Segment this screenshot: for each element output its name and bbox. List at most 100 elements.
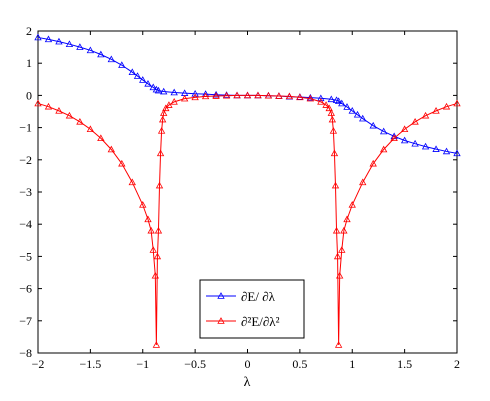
data-point bbox=[160, 87, 168, 95]
data-point bbox=[348, 201, 356, 208]
data-point bbox=[343, 103, 351, 110]
data-point bbox=[411, 117, 419, 125]
series-line bbox=[37, 94, 458, 345]
data-point bbox=[400, 136, 409, 144]
data-point bbox=[65, 111, 74, 119]
data-point bbox=[442, 147, 451, 155]
axis-ticks: −2 −1.5 −1 −0.5 0 0.5 1 1.5 2 −8 −7 −6 −5 −4 −3 −2 −1 0 1 2 bbox=[19, 24, 460, 371]
x-tick-label: 1 bbox=[349, 357, 355, 371]
data-point bbox=[336, 271, 344, 279]
data-point bbox=[165, 101, 173, 108]
data-point bbox=[353, 110, 362, 118]
legend-label: ∂E/ ∂λ bbox=[241, 289, 276, 304]
data-point bbox=[348, 107, 356, 114]
data-point bbox=[152, 341, 161, 348]
data-series bbox=[34, 33, 461, 348]
data-point bbox=[332, 226, 341, 234]
data-point bbox=[160, 109, 168, 116]
data-point bbox=[390, 134, 398, 142]
data-point bbox=[149, 83, 157, 91]
x-tick-label: −2 bbox=[32, 357, 45, 371]
data-point bbox=[222, 91, 231, 99]
data-point bbox=[144, 79, 152, 87]
y-tick-label: −7 bbox=[19, 314, 32, 328]
data-point bbox=[151, 271, 159, 279]
data-point bbox=[334, 341, 343, 348]
data-point bbox=[432, 145, 440, 152]
data-point bbox=[158, 115, 167, 123]
data-point bbox=[369, 159, 377, 167]
x-tick-label: 2 bbox=[454, 357, 460, 371]
data-point bbox=[180, 94, 189, 102]
y-tick-label: −4 bbox=[19, 217, 32, 231]
data-point bbox=[317, 94, 325, 102]
data-point bbox=[328, 115, 337, 123]
y-tick-label: −3 bbox=[19, 185, 32, 199]
data-point bbox=[359, 178, 367, 186]
data-point bbox=[147, 226, 155, 234]
data-point bbox=[306, 94, 315, 102]
y-tick-label: 2 bbox=[26, 24, 32, 38]
y-tick-label: 0 bbox=[26, 88, 32, 102]
data-point bbox=[400, 125, 409, 133]
data-point bbox=[133, 72, 142, 79]
data-point bbox=[76, 43, 84, 50]
y-tick-label: 1 bbox=[26, 56, 32, 70]
data-point bbox=[107, 55, 116, 63]
data-point bbox=[191, 93, 199, 101]
data-point bbox=[201, 92, 210, 100]
data-point bbox=[327, 95, 335, 103]
y-tick-label: −2 bbox=[19, 153, 32, 167]
data-point bbox=[139, 76, 147, 83]
data-point bbox=[97, 134, 105, 142]
data-point bbox=[86, 46, 95, 54]
data-point bbox=[329, 126, 338, 134]
data-point bbox=[149, 246, 157, 253]
x-axis-label: λ bbox=[244, 375, 251, 390]
data-point bbox=[421, 111, 430, 119]
legend-marker bbox=[217, 292, 225, 299]
data-point bbox=[453, 149, 461, 157]
x-tick-label: 1.5 bbox=[397, 357, 412, 371]
data-point bbox=[157, 126, 166, 134]
data-point bbox=[154, 86, 163, 94]
data-point bbox=[306, 93, 315, 101]
data-point bbox=[55, 37, 63, 45]
data-point bbox=[107, 145, 116, 153]
x-tick-label: −0.5 bbox=[184, 357, 206, 371]
data-point bbox=[296, 93, 304, 101]
data-point bbox=[421, 142, 430, 150]
data-point bbox=[139, 201, 147, 208]
data-point bbox=[369, 121, 377, 129]
data-point bbox=[170, 88, 178, 96]
data-point bbox=[338, 99, 346, 107]
data-point bbox=[128, 68, 136, 76]
x-tick-label: −1 bbox=[136, 357, 149, 371]
data-point bbox=[379, 145, 388, 153]
data-point bbox=[327, 109, 335, 116]
data-point bbox=[212, 90, 220, 98]
data-point bbox=[275, 92, 283, 99]
data-point bbox=[317, 98, 325, 105]
data-point bbox=[338, 246, 346, 253]
data-point bbox=[34, 99, 42, 107]
data-point bbox=[233, 91, 241, 99]
data-point bbox=[453, 99, 461, 107]
data-point bbox=[118, 159, 126, 167]
data-point bbox=[191, 89, 199, 97]
data-point bbox=[97, 50, 105, 58]
data-point bbox=[333, 252, 342, 260]
x-tick-label: 0 bbox=[245, 357, 251, 371]
data-point bbox=[118, 61, 126, 68]
data-point bbox=[162, 104, 170, 112]
data-point bbox=[128, 178, 136, 186]
data-point bbox=[212, 92, 220, 99]
x-tick-label: 0.5 bbox=[292, 357, 307, 371]
data-point bbox=[34, 33, 42, 41]
data-point bbox=[65, 40, 74, 48]
data-point bbox=[330, 149, 339, 157]
data-point bbox=[254, 91, 262, 99]
data-point bbox=[170, 98, 178, 105]
y-tick-label: −8 bbox=[19, 346, 32, 360]
